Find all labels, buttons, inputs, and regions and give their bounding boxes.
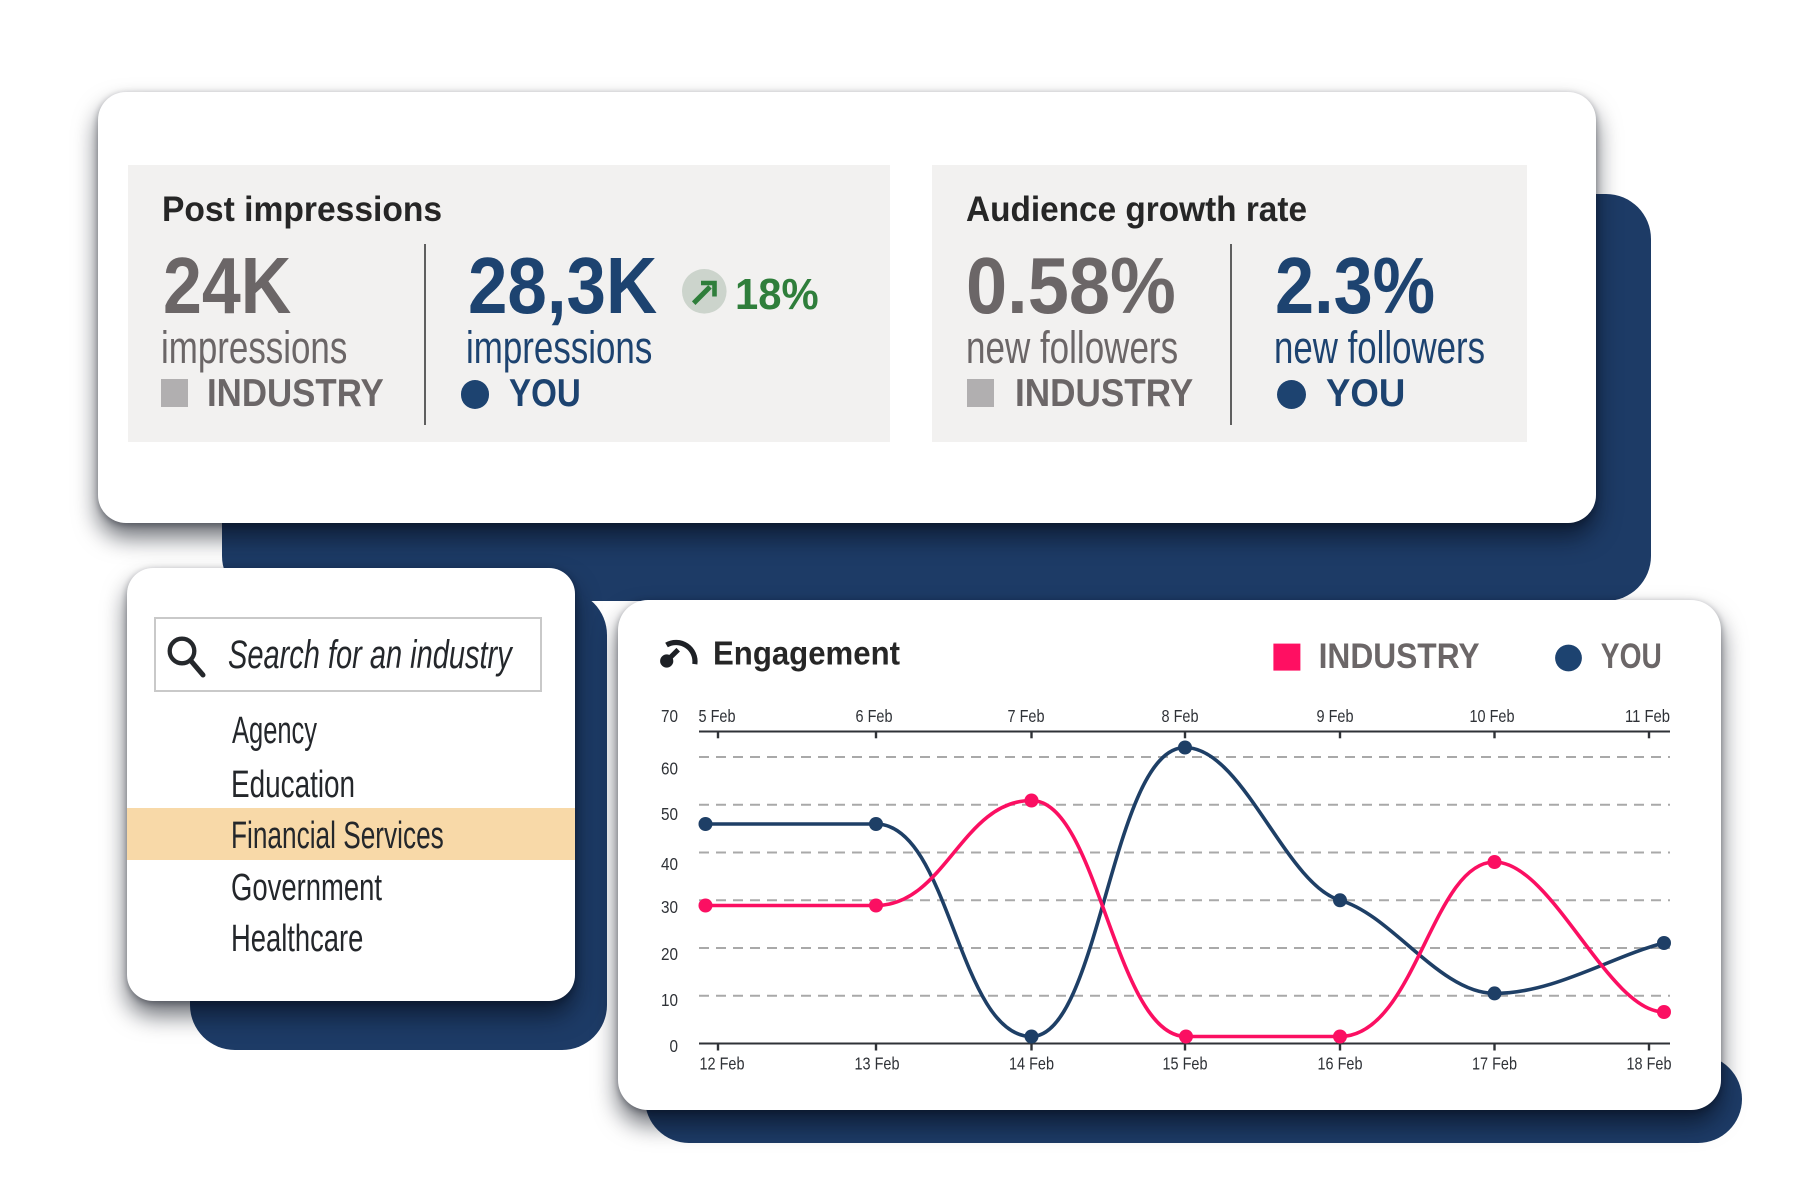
svg-text:12 Feb: 12 Feb [700, 1054, 745, 1074]
svg-text:7 Feb: 7 Feb [1008, 706, 1045, 726]
svg-text:11 Feb: 11 Feb [1625, 706, 1670, 726]
svg-text:16 Feb: 16 Feb [1318, 1054, 1363, 1074]
svg-text:40: 40 [661, 854, 678, 874]
svg-text:30: 30 [661, 897, 678, 917]
svg-text:0: 0 [670, 1036, 679, 1056]
svg-text:6 Feb: 6 Feb [856, 706, 893, 726]
svg-text:15 Feb: 15 Feb [1163, 1054, 1208, 1074]
svg-text:YOU: YOU [1601, 636, 1662, 676]
svg-text:10 Feb: 10 Feb [1470, 706, 1515, 726]
svg-text:70: 70 [661, 706, 678, 726]
svg-text:17 Feb: 17 Feb [1472, 1054, 1517, 1074]
svg-text:10: 10 [661, 990, 678, 1010]
svg-text:50: 50 [661, 804, 678, 824]
svg-text:INDUSTRY: INDUSTRY [1319, 636, 1480, 676]
svg-text:13 Feb: 13 Feb [855, 1054, 900, 1074]
svg-text:9 Feb: 9 Feb [1317, 706, 1354, 726]
svg-text:5 Feb: 5 Feb [699, 706, 736, 726]
svg-text:20: 20 [661, 944, 678, 964]
svg-text:Engagement: Engagement [713, 636, 900, 673]
svg-text:8 Feb: 8 Feb [1162, 706, 1199, 726]
svg-text:14 Feb: 14 Feb [1009, 1054, 1054, 1074]
svg-text:18 Feb: 18 Feb [1627, 1054, 1672, 1074]
svg-text:60: 60 [661, 758, 678, 778]
